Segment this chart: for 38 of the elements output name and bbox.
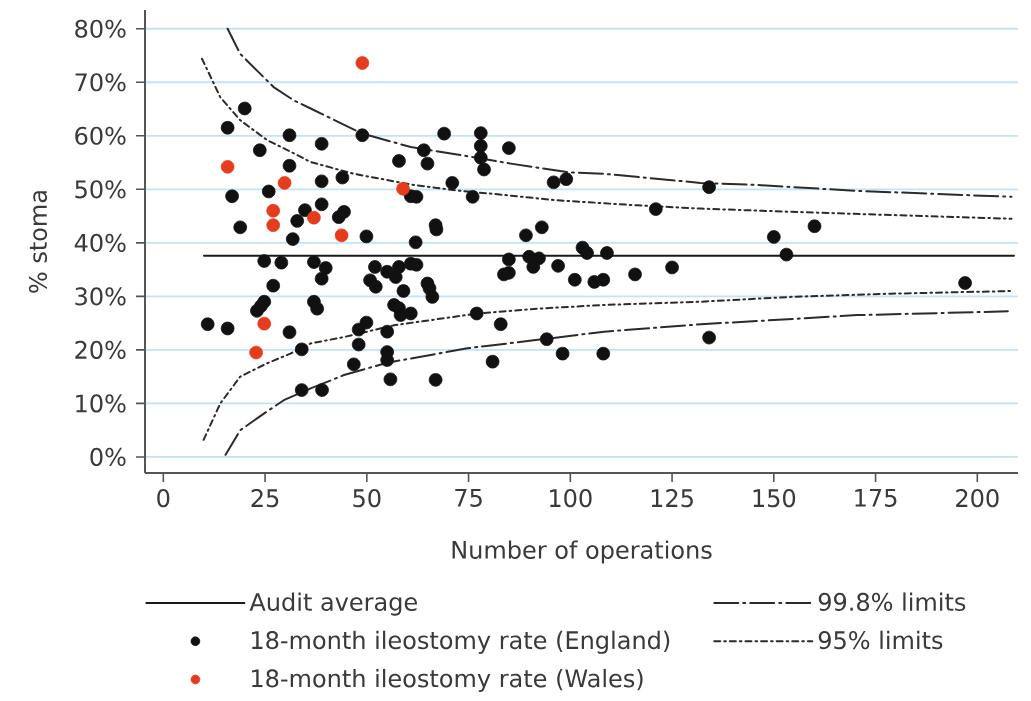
point <box>396 181 410 196</box>
point <box>266 203 281 218</box>
x-axis-title: Number of operations <box>452 540 712 564</box>
legend-label: Audit average <box>249 592 417 616</box>
x-tick-label: 0 <box>157 489 170 508</box>
point <box>220 160 235 174</box>
legend-label: 95% limits <box>818 630 943 650</box>
point <box>307 210 321 225</box>
legend-label: 18-month ileostomy rate (England) <box>252 630 670 654</box>
point <box>266 218 281 232</box>
point <box>355 56 370 70</box>
point <box>249 345 263 360</box>
x-tick-label: 75 <box>455 489 482 507</box>
y-tick-label: 40% <box>74 233 126 252</box>
y-tick-label: 60% <box>75 126 126 145</box>
legend-label: 99.8% limits <box>818 592 966 611</box>
x-tick-label: 125 <box>651 489 693 508</box>
y-tick-label: 80% <box>75 19 126 38</box>
point <box>334 228 349 243</box>
point <box>277 176 292 190</box>
point <box>257 316 272 331</box>
line-series <box>202 290 1013 441</box>
legend-label: 18-month ileostomy rate (Wales) <box>252 668 643 693</box>
y-tick-label: 50% <box>75 180 126 199</box>
x-tick-label: 50 <box>353 489 381 508</box>
x-tick-label: 200 <box>956 489 999 508</box>
line-series <box>224 310 1009 456</box>
y-axis-title: % stoma <box>28 191 48 293</box>
y-tick-label: 10% <box>76 394 126 413</box>
y-tick-label: 20% <box>75 340 126 359</box>
x-tick-label: 100 <box>550 489 592 508</box>
y-tick-label: 30% <box>75 287 126 306</box>
y-tick-label: 0% <box>90 447 126 467</box>
y-tick-label: 70% <box>75 73 126 92</box>
x-tick-label: 150 <box>753 489 796 508</box>
x-tick-label: 175 <box>855 489 897 507</box>
x-tick-label: 25 <box>251 489 279 508</box>
line-series <box>200 57 1013 220</box>
